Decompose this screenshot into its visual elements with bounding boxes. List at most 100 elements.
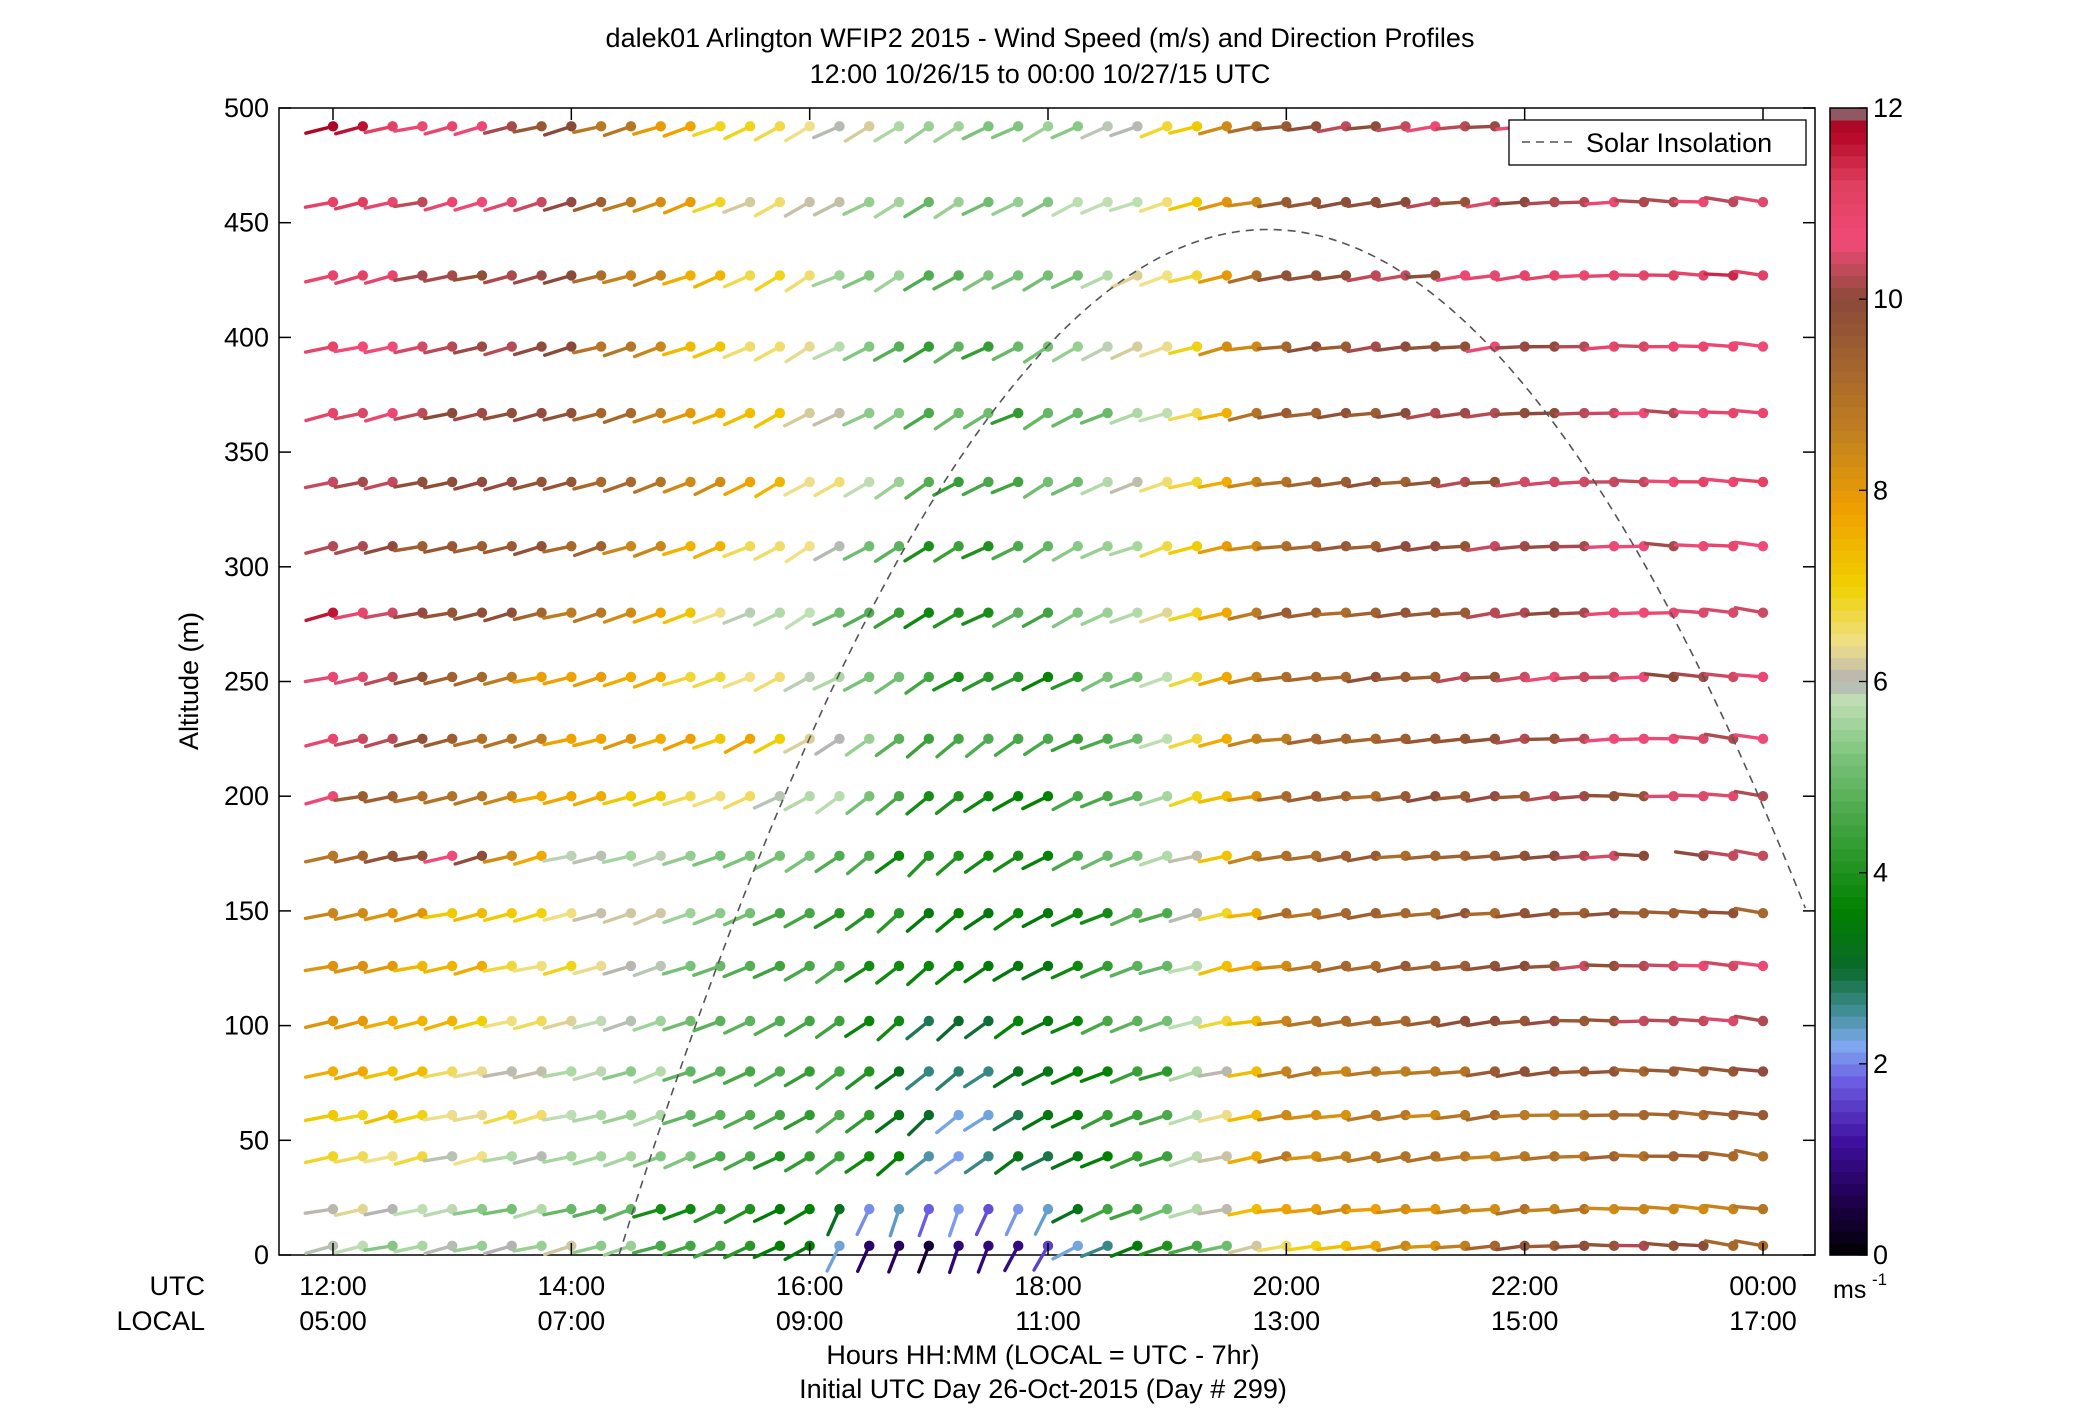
wind-barb-point xyxy=(685,540,696,552)
wind-barb-point xyxy=(893,791,905,802)
wind-barb-point xyxy=(1161,341,1173,352)
wind-barb-point xyxy=(1042,121,1054,132)
wind-barb-point xyxy=(864,907,875,919)
wind-barb-point xyxy=(1102,196,1113,208)
wind-barb-point xyxy=(417,1151,428,1162)
wind-barb-point xyxy=(1072,607,1083,618)
wind-barb-point xyxy=(1221,476,1232,488)
local-row-label: LOCAL xyxy=(116,1306,205,1336)
colorbar: 0 2 4 6 8 10 12 xyxy=(1829,93,1903,1270)
wind-barb-point xyxy=(923,1066,935,1077)
wind-barb-point xyxy=(1042,407,1054,419)
wind-barb-point xyxy=(655,791,666,802)
wind-barb-point xyxy=(804,341,815,352)
wind-barb-point xyxy=(1340,1109,1352,1121)
wind-barb-point xyxy=(1757,733,1769,745)
wind-barb-point xyxy=(1161,850,1173,862)
wind-barb-point xyxy=(1668,476,1679,488)
wind-barb-point xyxy=(923,1151,935,1162)
wind-barb-point xyxy=(774,1066,786,1077)
wind-barb-point xyxy=(536,960,547,972)
wind-barb-point xyxy=(387,270,398,281)
colorbar-band xyxy=(1830,406,1867,420)
wind-barb-point xyxy=(387,1109,398,1121)
wind-barb-point xyxy=(864,1240,875,1252)
wind-barb-point xyxy=(1221,1240,1232,1252)
wind-barb-point xyxy=(357,1240,368,1252)
wind-barb-point xyxy=(625,733,637,745)
wind-barb-point xyxy=(864,733,875,745)
wind-barb-point xyxy=(566,540,577,552)
x-tick-label-local: 07:00 xyxy=(538,1306,606,1336)
wind-barb-point xyxy=(327,607,339,618)
wind-barb-point xyxy=(1728,1151,1739,1162)
wind-barb-point xyxy=(1191,1015,1203,1027)
wind-barb-point xyxy=(1757,960,1769,972)
wind-barb-point xyxy=(357,1109,368,1121)
wind-barb-point xyxy=(1191,1240,1203,1252)
wind-barb-point xyxy=(685,1240,696,1252)
wind-barb-point xyxy=(655,1015,666,1027)
wind-barb-point xyxy=(1042,540,1054,552)
wind-barb-point xyxy=(1221,607,1232,618)
wind-barb-point xyxy=(566,1151,577,1162)
wind-barb-point xyxy=(446,1203,458,1215)
colorbar-band xyxy=(1830,1039,1867,1053)
wind-barb-point xyxy=(506,196,517,208)
wind-barb-point xyxy=(893,960,905,972)
wind-barb-point xyxy=(715,1240,726,1252)
wind-barb-point xyxy=(536,1015,547,1027)
wind-barb-point xyxy=(953,341,964,352)
wind-barb-point xyxy=(1489,1203,1501,1215)
colorbar-tick-label: 8 xyxy=(1873,475,1888,505)
colorbar-band xyxy=(1830,490,1867,503)
wind-barb-point xyxy=(446,1015,458,1027)
wind-barb-point xyxy=(1013,1151,1024,1162)
x-tick-label-utc: 16:00 xyxy=(776,1271,844,1301)
wind-barb-point xyxy=(1132,196,1143,208)
wind-barb-point xyxy=(1072,1203,1083,1215)
wind-barb-point xyxy=(1013,733,1024,745)
wind-barb-point xyxy=(923,1240,935,1252)
wind-barb-point xyxy=(1132,907,1143,919)
wind-barb-point xyxy=(1013,540,1024,552)
wind-barb-point xyxy=(357,1203,368,1215)
wind-barb-point xyxy=(953,733,964,745)
wind-barb-point xyxy=(1013,1240,1024,1252)
wind-barb-point xyxy=(923,607,935,618)
wind-barb-point xyxy=(536,1109,547,1121)
legend-entry-solar-insolation: Solar Insolation xyxy=(1586,128,1772,158)
wind-barb-point xyxy=(774,907,786,919)
wind-barb-point xyxy=(1459,1151,1471,1162)
wind-barb-point xyxy=(357,850,368,862)
wind-barb-point xyxy=(1430,850,1441,862)
wind-barb-point xyxy=(804,960,815,972)
colorbar-band xyxy=(1830,1123,1867,1137)
wind-barb-point xyxy=(1459,1203,1471,1215)
wind-barb-point xyxy=(685,341,696,352)
colorbar-band xyxy=(1830,860,1867,874)
wind-barb-point xyxy=(893,907,905,919)
colorbar-band xyxy=(1830,908,1867,922)
wind-barb-point xyxy=(327,671,339,683)
wind-barb-point xyxy=(804,407,815,419)
wind-barb-point xyxy=(1161,1240,1173,1252)
y-tick-label: 150 xyxy=(224,896,269,926)
wind-barb-point xyxy=(715,733,726,745)
wind-barb-point xyxy=(834,1066,845,1077)
wind-barb-point xyxy=(1072,960,1083,972)
wind-barb-point xyxy=(566,121,577,132)
wind-barb-point xyxy=(1132,791,1143,802)
wind-barb-point xyxy=(1728,1240,1739,1252)
wind-barb-point xyxy=(625,341,637,352)
colorbar-band xyxy=(1830,466,1867,479)
wind-barb-point xyxy=(625,907,637,919)
wind-barb-point xyxy=(1638,270,1650,281)
wind-barb-point xyxy=(1757,1151,1769,1162)
colorbar-band xyxy=(1830,1171,1867,1184)
x-tick-label-utc: 00:00 xyxy=(1729,1271,1797,1301)
wind-barb-point xyxy=(1728,607,1739,618)
wind-barb-point xyxy=(1191,121,1203,132)
wind-barb-point xyxy=(953,121,964,132)
wind-barb-point xyxy=(1310,121,1322,132)
